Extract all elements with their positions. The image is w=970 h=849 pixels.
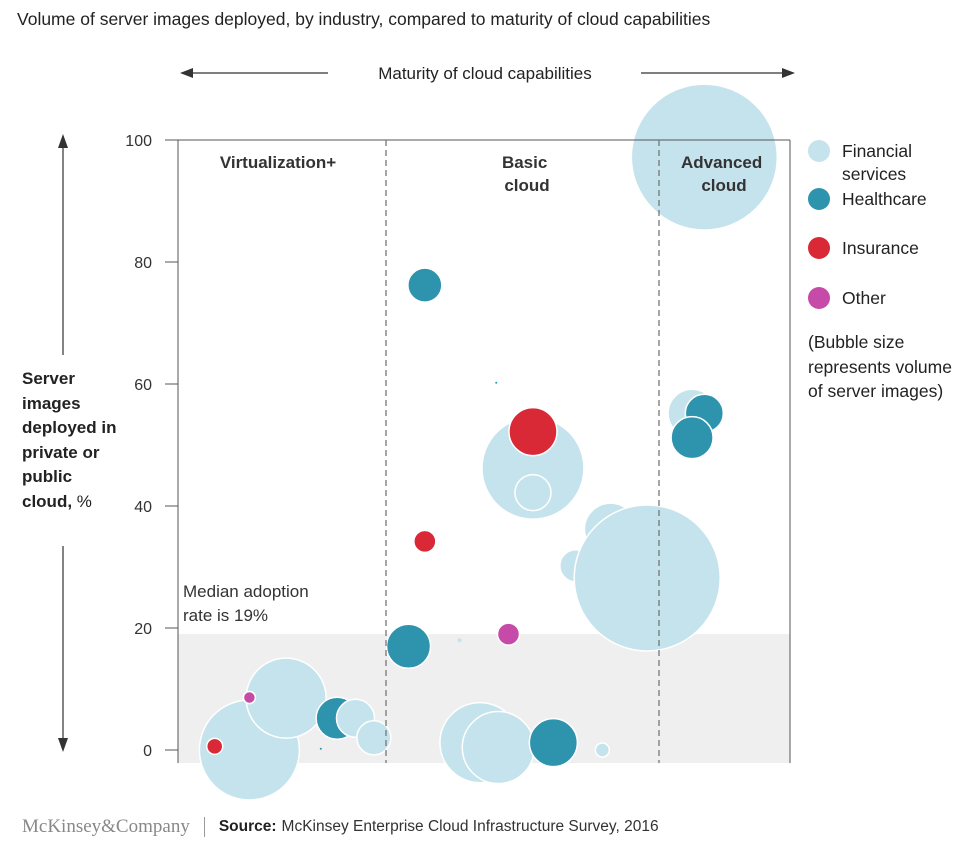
legend-swatch: [808, 237, 830, 259]
legend-item-healthcare: Healthcare: [808, 188, 952, 211]
bubble-insurance: [413, 529, 437, 554]
bubble-financial-services: [356, 720, 392, 756]
legend-item-insurance: Insurance: [808, 237, 952, 260]
zone-label-line: Advanced: [681, 153, 762, 172]
y-axis-arrowhead-top: [58, 134, 68, 148]
legend-label: Healthcare: [842, 189, 927, 209]
y-axis-title: Server images deployed in private or pub…: [22, 367, 122, 514]
footer: McKinsey&Company Source: McKinsey Enterp…: [22, 816, 659, 838]
y-axis-title-text: Server images deployed in private or pub…: [22, 369, 117, 511]
y-axis-ticks: 0 20 40 60 80 100: [125, 133, 178, 760]
legend-swatch: [808, 188, 830, 210]
median-note-line: Median adoption: [183, 582, 309, 601]
bubble-healthcare: [670, 415, 714, 460]
x-axis-arrowhead-right: [782, 68, 795, 78]
bubble-healthcare: [319, 747, 322, 750]
bubble-healthcare: [407, 267, 443, 303]
bubble-financial-services: [514, 473, 552, 512]
bubble-financial-services: [245, 657, 327, 739]
legend-swatch: [808, 140, 830, 162]
zone-label-line: cloud: [504, 176, 549, 195]
bubble-financial-services: [461, 710, 536, 785]
zone-label-basic-cloud: Basic cloud: [502, 153, 552, 195]
bubble-financial-services: [573, 504, 721, 652]
bubble-insurance: [205, 737, 224, 756]
bubble-healthcare: [495, 381, 498, 384]
bubble-other: [496, 622, 521, 646]
bubble-financial-services: [630, 83, 779, 231]
y-tick-label: 0: [143, 743, 152, 760]
footer-divider: [203, 817, 205, 837]
legend-label: Financial services: [842, 141, 913, 184]
chart-title: Volume of server images deployed, by ind…: [17, 9, 711, 29]
source-text: McKinsey Enterprise Cloud Infrastructure…: [281, 818, 659, 835]
x-axis-arrowhead-left: [180, 68, 193, 78]
zone-label-line: Basic: [502, 153, 547, 172]
bubble-financial-services: [457, 638, 462, 643]
zone-label-virtualization: Virtualization+: [220, 153, 336, 172]
bubble-healthcare: [385, 623, 432, 670]
legend-item-financial-services: Financial services: [808, 140, 952, 186]
brand-logo: McKinsey&Company: [22, 816, 190, 837]
x-axis-title: Maturity of cloud capabilities: [378, 64, 592, 83]
bubbles-layer: [198, 83, 779, 801]
legend-note: (Bubble size represents volume of server…: [808, 332, 952, 401]
legend-swatch: [808, 287, 830, 309]
y-axis-unit: %: [76, 491, 92, 511]
y-tick-label: 40: [134, 499, 152, 516]
y-axis-arrowhead-bottom: [58, 738, 68, 752]
y-tick-label: 80: [134, 255, 152, 272]
y-tick-label: 100: [125, 133, 152, 150]
median-note: Median adoption rate is 19%: [183, 582, 313, 625]
y-tick-label: 60: [134, 377, 152, 394]
zone-label-line: cloud: [701, 176, 746, 195]
bubble-healthcare: [528, 717, 579, 768]
bubble-other: [242, 690, 257, 705]
bubble-financial-services: [594, 742, 611, 758]
zone-label-advanced-cloud: Advanced cloud: [681, 153, 767, 195]
legend-item-other: Other: [808, 287, 952, 310]
zone-label-line: Virtualization+: [220, 153, 336, 172]
y-tick-label: 20: [134, 621, 152, 638]
bubble-insurance: [508, 406, 558, 457]
source-label: Source:: [218, 818, 277, 835]
legend-label: Insurance: [842, 238, 919, 258]
legend-label: Other: [842, 288, 886, 308]
median-note-line: rate is 19%: [183, 606, 268, 625]
